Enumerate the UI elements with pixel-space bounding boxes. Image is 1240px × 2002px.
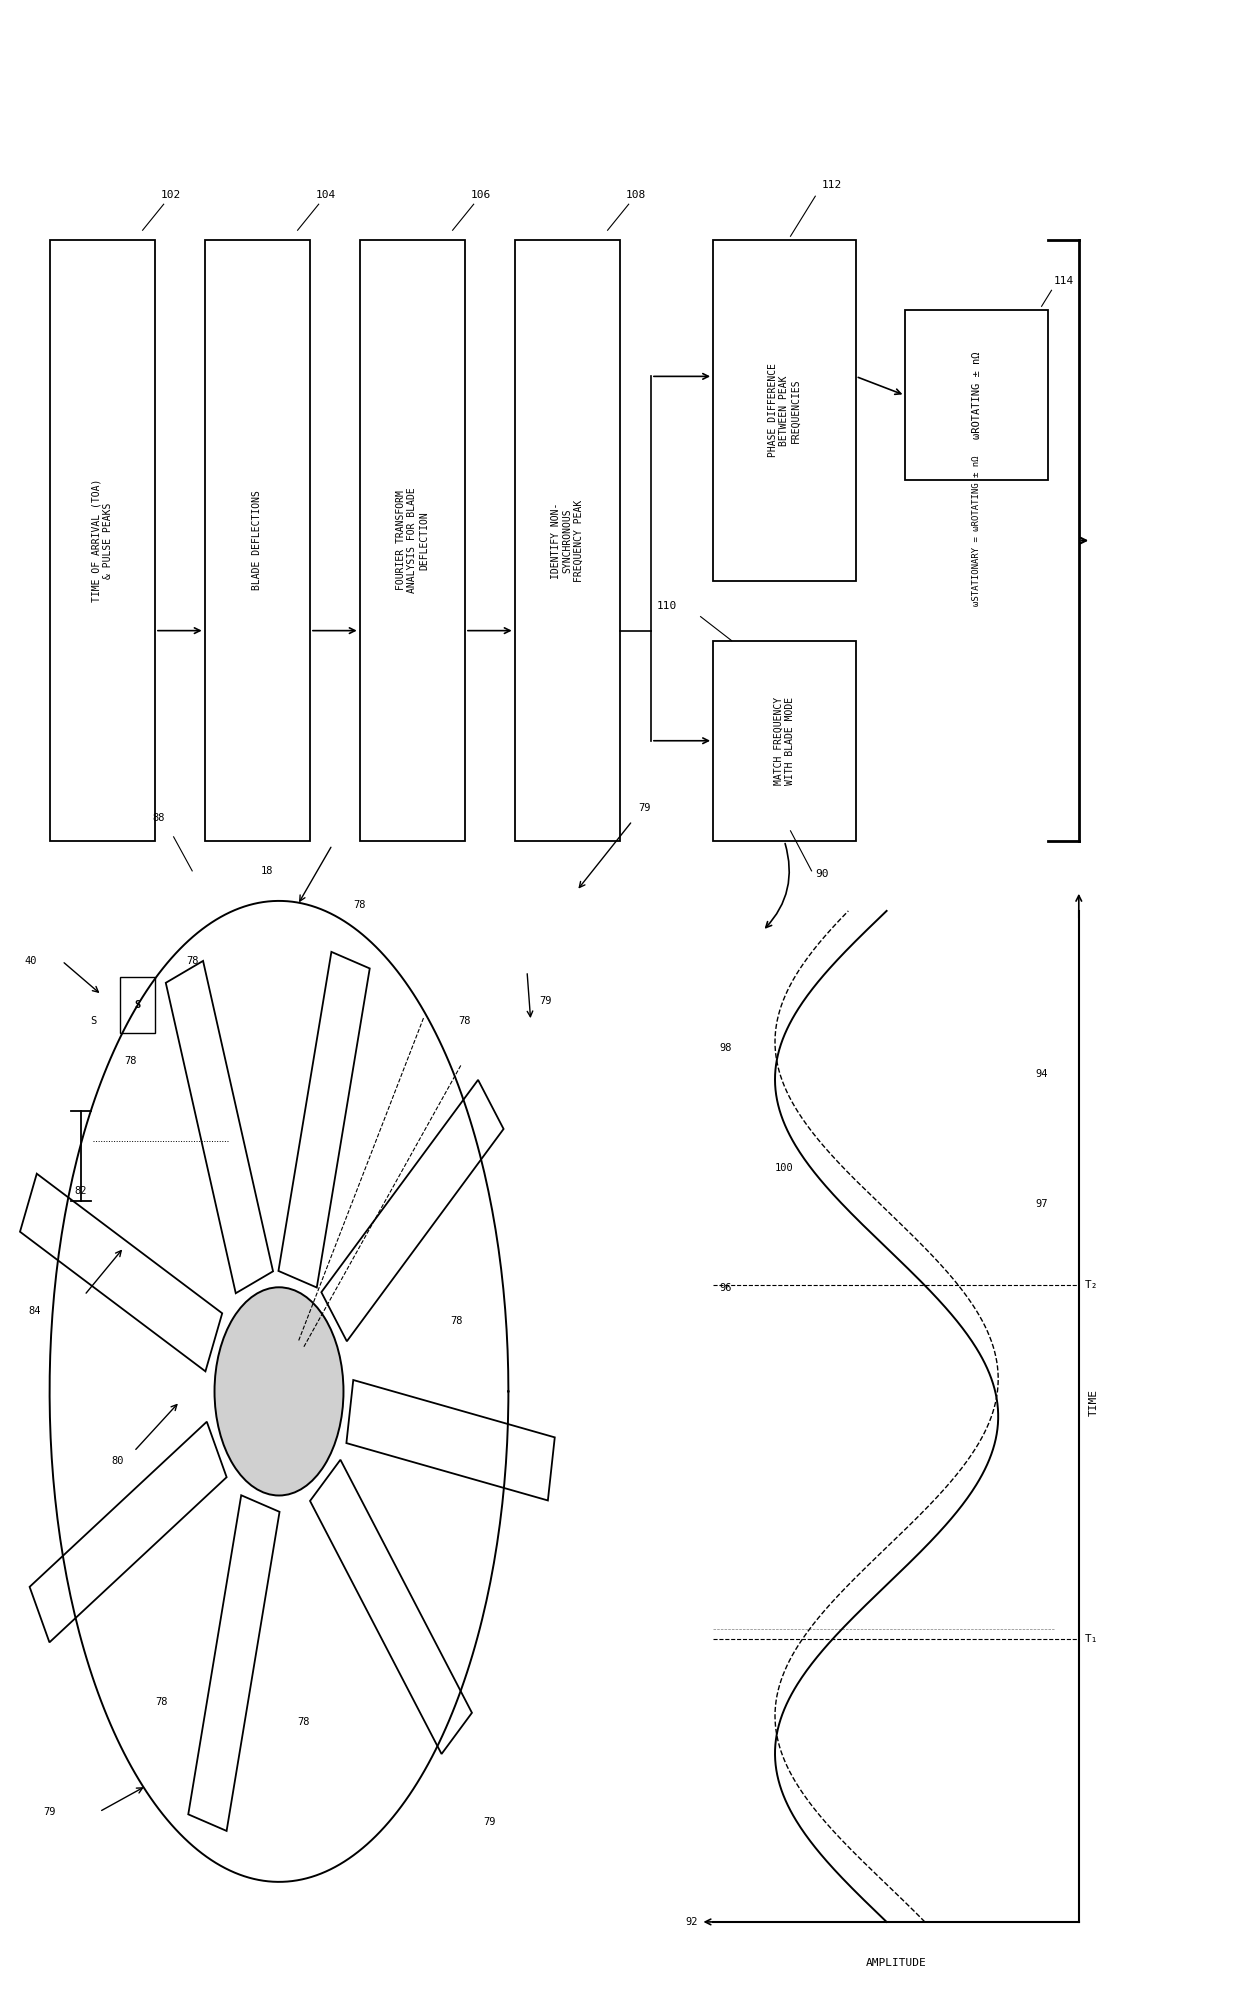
Text: TIME: TIME: [1089, 1389, 1099, 1417]
FancyBboxPatch shape: [713, 240, 856, 581]
Text: S: S: [135, 999, 141, 1009]
Text: AMPLITUDE: AMPLITUDE: [866, 1958, 926, 1968]
Text: 90: 90: [816, 869, 828, 879]
Text: T₁: T₁: [1085, 1634, 1099, 1644]
Text: 79: 79: [639, 803, 651, 813]
Text: 84: 84: [29, 1307, 41, 1315]
Text: 88: 88: [153, 813, 165, 823]
Text: IDENTIFY NON-
SYNCHRONOUS
FREQUENCY PEAK: IDENTIFY NON- SYNCHRONOUS FREQUENCY PEAK: [551, 498, 584, 583]
Text: 110: 110: [657, 601, 677, 611]
FancyBboxPatch shape: [515, 240, 620, 841]
Text: 96: 96: [719, 1283, 732, 1293]
FancyBboxPatch shape: [205, 240, 310, 841]
Text: 94: 94: [1035, 1069, 1048, 1079]
FancyBboxPatch shape: [905, 310, 1048, 480]
Text: 78: 78: [353, 901, 366, 909]
Text: 104: 104: [316, 190, 336, 200]
Text: 98: 98: [719, 1043, 732, 1053]
Text: PHASE DIFFERENCE
BETWEEN PEAK
FREQUENCIES: PHASE DIFFERENCE BETWEEN PEAK FREQUENCIE…: [768, 364, 801, 456]
Text: 92: 92: [686, 1918, 698, 1926]
Text: 102: 102: [161, 190, 181, 200]
Text: 40: 40: [25, 957, 37, 965]
Text: 78: 78: [186, 957, 198, 965]
Text: 79: 79: [484, 1818, 496, 1826]
Text: ωSTATIONARY = ωROTATING ± nΩ: ωSTATIONARY = ωROTATING ± nΩ: [972, 454, 981, 607]
Text: 18: 18: [260, 867, 273, 875]
Text: 106: 106: [471, 190, 491, 200]
Text: 78: 78: [298, 1718, 310, 1726]
FancyBboxPatch shape: [713, 641, 856, 841]
Text: T₂: T₂: [1085, 1279, 1099, 1289]
Text: 114: 114: [1054, 276, 1074, 286]
Text: 108: 108: [626, 190, 646, 200]
Text: 79: 79: [43, 1808, 56, 1816]
Text: 79: 79: [539, 997, 552, 1005]
Text: 78: 78: [124, 1057, 136, 1065]
Text: 78: 78: [155, 1698, 167, 1706]
Text: MATCH FREQUENCY
WITH BLADE MODE: MATCH FREQUENCY WITH BLADE MODE: [774, 697, 795, 785]
Text: 80: 80: [112, 1457, 124, 1465]
FancyBboxPatch shape: [120, 977, 155, 1033]
Text: 97: 97: [1035, 1199, 1048, 1209]
Text: 100: 100: [775, 1163, 794, 1173]
Text: BLADE DEFLECTIONS: BLADE DEFLECTIONS: [252, 490, 263, 591]
Text: FOURIER TRANSFORM
ANALYSIS FOR BLADE
DEFLECTION: FOURIER TRANSFORM ANALYSIS FOR BLADE DEF…: [396, 488, 429, 593]
Text: 112: 112: [821, 180, 842, 190]
FancyBboxPatch shape: [360, 240, 465, 841]
Text: S: S: [89, 1017, 97, 1025]
Text: 78: 78: [450, 1317, 463, 1325]
Text: ωROTATING ± nΩ: ωROTATING ± nΩ: [971, 352, 982, 438]
Text: TIME OF ARRIVAL (TOA)
& PULSE PEAKS: TIME OF ARRIVAL (TOA) & PULSE PEAKS: [92, 478, 113, 603]
Ellipse shape: [215, 1287, 343, 1495]
Text: 82: 82: [74, 1187, 87, 1195]
FancyBboxPatch shape: [50, 240, 155, 841]
Text: 78: 78: [459, 1017, 471, 1025]
